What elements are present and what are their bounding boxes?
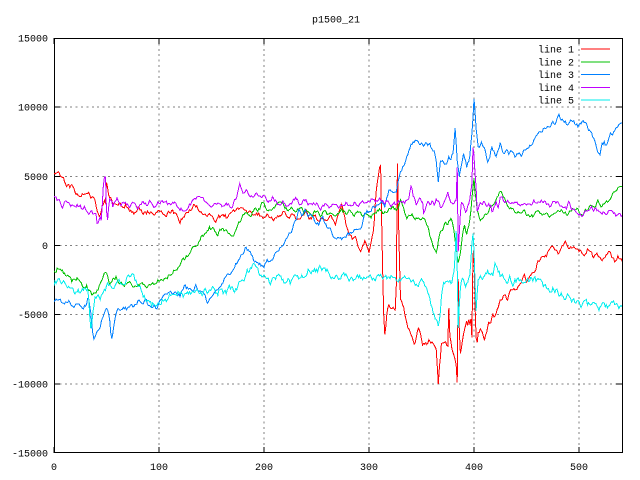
svg-text:line 4: line 4 [538, 83, 574, 95]
svg-text:400: 400 [465, 463, 483, 474]
svg-text:15000: 15000 [18, 35, 48, 46]
svg-text:10000: 10000 [18, 104, 48, 115]
svg-text:line 3: line 3 [538, 70, 574, 82]
svg-text:line 5: line 5 [538, 96, 574, 108]
svg-text:-5000: -5000 [18, 311, 48, 322]
svg-text:-15000: -15000 [12, 450, 48, 461]
svg-text:100: 100 [150, 463, 168, 474]
svg-text:0: 0 [51, 463, 57, 474]
svg-text:p1500_21: p1500_21 [312, 16, 360, 27]
svg-text:300: 300 [360, 463, 378, 474]
svg-text:line 2: line 2 [538, 57, 574, 69]
svg-text:500: 500 [570, 463, 588, 474]
svg-text:0: 0 [42, 242, 48, 253]
svg-text:line 1: line 1 [538, 45, 574, 57]
svg-text:-10000: -10000 [12, 380, 48, 391]
svg-text:5000: 5000 [24, 173, 48, 184]
svg-text:200: 200 [255, 463, 273, 474]
